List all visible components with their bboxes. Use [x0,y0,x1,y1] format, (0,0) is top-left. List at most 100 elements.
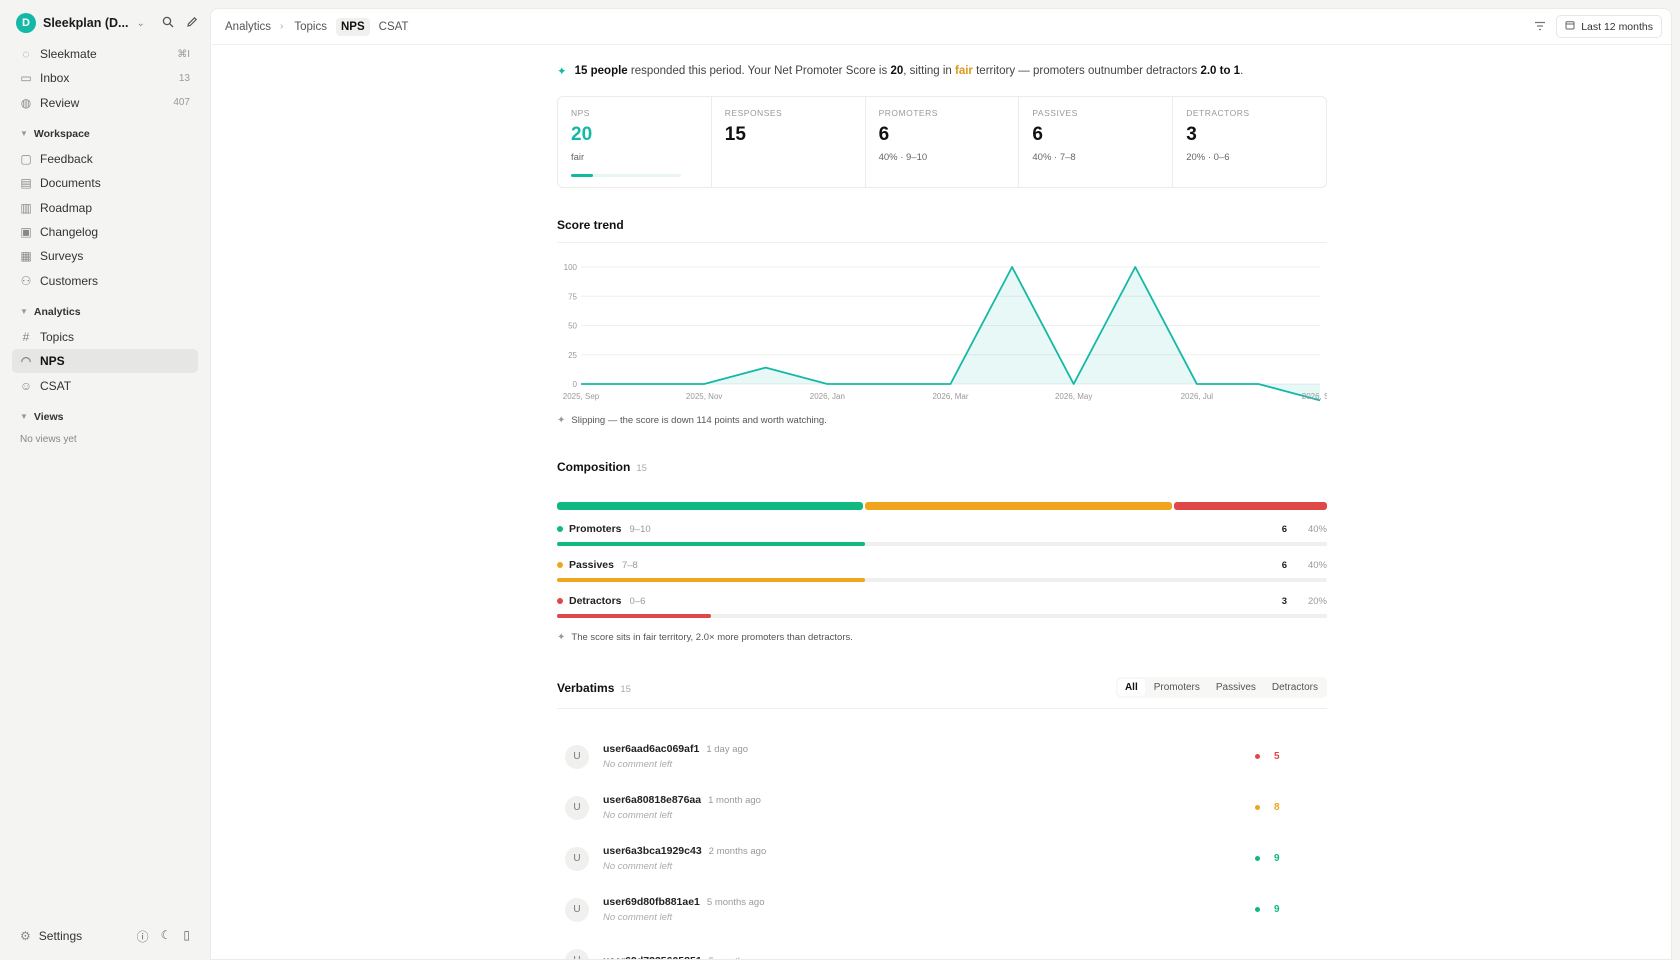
filter-promoters[interactable]: Promoters [1153,682,1200,693]
summary-text-1: responded this period. Your Net Promoter… [627,65,891,77]
composition-track [557,542,1327,546]
date-range-button[interactable]: Last 12 months [1556,15,1662,38]
analytics-section-toggle[interactable]: ▼ Analytics [12,301,198,323]
kpi-sub: 20% · 0–6 [1186,152,1230,163]
composition-name: Detractors [569,595,622,607]
divider [557,708,1327,709]
composition-segment-detractors [1173,502,1328,510]
theme-moon-icon[interactable]: ☾ [160,927,172,942]
composition-count-value: 3 [1281,595,1287,607]
workspace-switcher[interactable]: D Sleekplan (D... ⌄ [12,10,198,36]
sidebar-item-changelog[interactable]: ▣ Changelog [12,220,198,244]
x-tick-label: 2026, May [1055,392,1092,401]
kpi-value: 3 [1186,124,1197,145]
status-dot [557,598,563,604]
sidebar-item-topics[interactable]: # Topics [12,325,198,349]
gear-icon: ⚙ [20,929,31,943]
verbatim-body: user69d7235605851 5 months ago [603,955,766,960]
sidebar-footer: ⚙ Settings ⓘ ☾ ▯ [12,924,198,948]
verbatim-comment: No comment left [603,912,673,923]
x-tick-label: 2026, Sep [1302,392,1327,401]
x-tick-label: 2026, Jan [810,392,845,401]
composition-row-header: Promoters 9–10 6 40% [557,522,1327,536]
sidebar-item-review[interactable]: ◍ Review 407 [12,91,198,115]
sidebar-item-label: Changelog [40,224,99,239]
composition-count: 15 [636,463,647,474]
verbatim-time: 2 months ago [708,846,767,857]
workspace-section-toggle[interactable]: ▼ Workspace [12,123,198,145]
views-section-toggle[interactable]: ▼ Views [12,406,198,428]
tab-csat[interactable]: CSAT [378,20,409,33]
composition-segment-passives [865,502,1172,510]
tab-topics[interactable]: Topics [294,20,327,33]
sidebar-item-inbox[interactable]: ▭ Inbox 13 [12,66,198,90]
compose-icon[interactable] [186,16,198,31]
kpi-label: PASSIVES [1032,108,1078,118]
composition-fill [557,614,711,618]
kpi-value: 15 [724,124,746,145]
sidebar-item-csat[interactable]: ☺ CSAT [12,374,198,398]
sidebar-item-nps[interactable]: ◠ NPS [12,349,198,374]
sidebar-item-label: Inbox [40,71,70,86]
composition-range: 7–8 [621,559,638,571]
sidebar-item-roadmap[interactable]: ▥ Roadmap [12,196,198,220]
review-icon: ◍ [20,95,32,110]
breadcrumb-analytics[interactable]: Analytics [225,20,272,33]
filter-passives[interactable]: Passives [1215,682,1256,693]
composition-stacked-bar [557,502,1328,510]
sidebar-item-feedback[interactable]: ▢ Feedback [12,147,198,171]
composition-percent: 40% [1307,559,1327,571]
verbatim-score: 5 [1255,751,1295,762]
avatar: U [565,795,589,820]
verbatims-title: Verbatims 15 [557,681,631,695]
avatar: U [565,744,589,769]
divider [557,242,1327,243]
score-trend-svg: 0 25 50 75 100 2025, Sep 2025, Nov 2026, Jan 202… [563,263,1339,402]
chevron-down-icon: ▼ [20,129,28,139]
filter-all[interactable]: All [1117,679,1145,696]
sidebar-toggle-icon[interactable]: ▯ [183,927,190,942]
sidebar-item-count: ⌘I [177,48,190,60]
settings-label: Settings [38,929,83,943]
composition-insight-text: The score sits in fair territory, 2.0× m… [571,632,853,643]
y-tick-label: 50 [568,322,577,331]
sidebar-item-surveys[interactable]: ▦ Surveys [12,244,198,268]
verbatim-time: 5 months ago [706,897,765,908]
score-trend-title: Score trend [557,218,1327,232]
verbatim-meta: user6aad6ac069af1 1 day ago [603,743,748,755]
composition-percent: 20% [1307,595,1327,607]
summary-text-4: . [1240,65,1244,77]
filter-icon[interactable] [1534,19,1546,34]
tab-nps[interactable]: NPS [335,17,370,36]
verbatim-score: 8 [1255,802,1295,813]
x-tick-label: 2026, Jul [1181,392,1214,401]
composition-row-header: Passives 7–8 6 40% [557,558,1327,572]
chevron-down-icon: ▼ [20,412,28,422]
sidebar-item-label: Roadmap [40,200,93,215]
workspace-name: Sleekplan (D... [43,16,129,30]
no-views-text: No views yet [20,433,77,445]
summary-fair: fair [955,65,973,77]
y-tick-label: 0 [573,380,578,389]
help-icon[interactable]: ⓘ [136,929,149,944]
sidebar-item-sleekmate[interactable]: ◌ Sleekmate ⌘I [12,42,198,66]
sidebar-item-customers[interactable]: ⚇ Customers [12,269,198,293]
verbatim-row[interactable]: Uuser69d7235605851 5 months ago [557,935,1327,960]
sidebar-item-label: Customers [40,273,99,288]
avatar: U [565,897,589,922]
trend-insight-text: Slipping — the score is down 114 points … [571,415,827,426]
kpi-strip: NPS 20 fair RESPONSES 15 PROMOTERS 6 40%… [557,96,1327,188]
topics-icon: # [22,329,30,344]
summary-people: 15 people [574,65,628,77]
search-icon[interactable] [162,16,174,31]
composition-row-header: Detractors 0–6 3 20% [557,594,1327,608]
sidebar-item-documents[interactable]: ▤ Documents [12,171,198,195]
kpi-detractors: DETRACTORS 3 20% · 0–6 [1173,97,1326,187]
settings-button[interactable]: ⚙ Settings [20,929,82,943]
filter-detractors[interactable]: Detractors [1271,682,1318,693]
score-trend-section: Score trend 0 25 50 75 100 2025, Sep 2025, Nov… [557,218,1339,426]
